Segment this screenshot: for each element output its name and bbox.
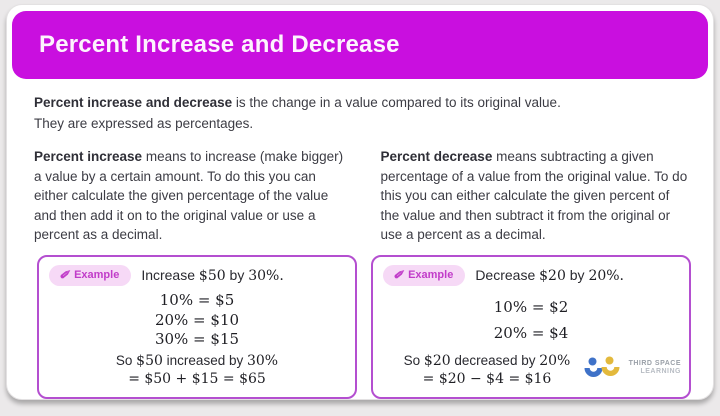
conclusion-equation: = $20 − $4 = $16 xyxy=(422,370,552,387)
pencil-icon: ✐ xyxy=(59,268,70,282)
prompt-word: by xyxy=(229,266,245,283)
step-line: 10% = $5 xyxy=(159,291,235,309)
logo-people-icon xyxy=(584,356,620,377)
definition-columns: Percent increase means to increase (make… xyxy=(34,147,691,245)
increase-conclusion: So $50 increased by 30% = $50 + $15 = $6… xyxy=(49,352,345,391)
prompt-word: by xyxy=(569,266,585,283)
example-badge-label: Example xyxy=(408,269,454,281)
intro-rest: is the change in a value compared to its… xyxy=(232,95,561,110)
conclusion-word: increased by xyxy=(166,352,244,368)
page-title: Percent Increase and Decrease xyxy=(39,31,400,58)
example-badge: ✐ Example xyxy=(383,264,466,286)
percent-increase-definition: Percent increase means to increase (make… xyxy=(34,147,345,245)
example-badge-label: Example xyxy=(74,269,120,281)
prompt-percent: 20%. xyxy=(588,267,625,284)
pencil-icon: ✐ xyxy=(393,268,404,282)
example-row: ✐ Example Increase $50 by 30%. 10% = $5 … xyxy=(37,254,691,399)
conclusion-word: decreased by xyxy=(454,352,536,368)
card-body: Percent increase and decrease is the cha… xyxy=(7,79,713,399)
conclusion-amount: $50 xyxy=(136,352,163,369)
step-line: 30% = $15 xyxy=(154,330,240,348)
decrease-text: means subtracting a given percentage of … xyxy=(380,149,688,242)
conclusion-equation: = $50 + $15 = $65 xyxy=(128,370,266,387)
increase-term: Percent increase xyxy=(34,149,143,164)
decrease-prompt: Decrease $20 by 20%. xyxy=(475,267,624,284)
conclusion-word: So xyxy=(403,352,421,368)
example-badge: ✐ Example xyxy=(49,264,132,286)
intro-line2: They are expressed as percentages. xyxy=(34,116,254,131)
step-line: 20% = $10 xyxy=(154,310,240,329)
intro-paragraph: Percent increase and decrease is the cha… xyxy=(34,92,691,134)
prompt-word: Increase xyxy=(141,266,196,283)
increase-steps: 10% = $5 20% = $10 30% = $15 xyxy=(49,286,345,352)
increase-example-header: ✐ Example Increase $50 by 30%. xyxy=(49,264,345,286)
decrease-conclusion: So $20 decreased by 20% = $20 − $4 = $16 xyxy=(383,352,679,391)
increase-text: means to increase (make bigger) a value … xyxy=(34,149,344,242)
logo-wordmark: THIRD SPACE LEARNING xyxy=(629,360,681,376)
conclusion-word: So xyxy=(115,352,133,368)
prompt-amount: $20 xyxy=(539,267,566,284)
decrease-example-box: ✐ Example Decrease $20 by 20%. 10% = $2 … xyxy=(371,254,691,399)
decrease-steps: 10% = $2 20% = $4 xyxy=(383,286,679,352)
intro-term: Percent increase and decrease xyxy=(34,95,233,110)
conclusion-percent: 30% xyxy=(246,352,279,369)
decrease-term: Percent decrease xyxy=(380,149,493,164)
prompt-word: Decrease xyxy=(475,266,536,283)
third-space-learning-logo: THIRD SPACE LEARNING xyxy=(583,355,681,381)
step-line: 10% = $2 xyxy=(493,297,569,316)
logo-line2: LEARNING xyxy=(640,367,681,375)
increase-example-box: ✐ Example Increase $50 by 30%. 10% = $5 … xyxy=(37,254,357,399)
increase-prompt: Increase $50 by 30%. xyxy=(141,267,283,284)
conclusion-amount: $20 xyxy=(423,352,451,369)
conclusion-percent: 20% xyxy=(539,352,571,369)
lesson-card: Percent Increase and Decrease Percent in… xyxy=(6,4,714,400)
prompt-amount: $50 xyxy=(198,267,226,284)
decrease-example-header: ✐ Example Decrease $20 by 20%. xyxy=(383,264,679,286)
prompt-percent: 30%. xyxy=(248,267,284,284)
logo-line1: THIRD SPACE xyxy=(628,359,681,367)
percent-decrease-definition: Percent decrease means subtracting a giv… xyxy=(381,147,692,245)
title-banner: Percent Increase and Decrease xyxy=(12,11,708,79)
step-line: 20% = $4 xyxy=(493,323,569,342)
